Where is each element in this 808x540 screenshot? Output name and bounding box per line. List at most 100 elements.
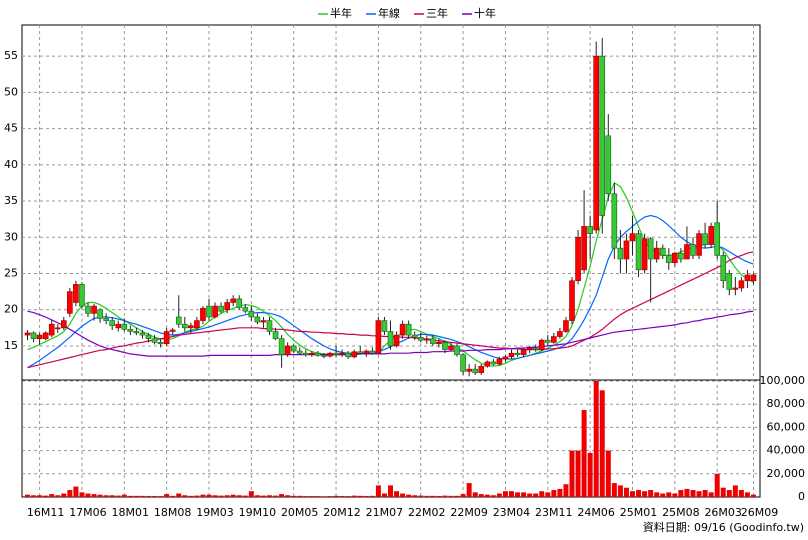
y-tick-label: 35 xyxy=(4,194,18,207)
volume-bar xyxy=(738,490,744,497)
candle-body xyxy=(684,244,690,260)
candle-body xyxy=(569,280,575,321)
volume-bar xyxy=(527,493,533,497)
x-tick-label: 22M02 xyxy=(408,506,446,519)
volume-bar xyxy=(442,495,448,497)
candle-body xyxy=(411,334,418,338)
candle-body xyxy=(157,342,164,345)
candle-body xyxy=(381,320,388,332)
volume-bar xyxy=(212,495,218,497)
y-tick-label: 45 xyxy=(4,122,18,135)
volume-bar xyxy=(146,495,151,497)
volume-bar xyxy=(726,490,732,497)
volume-bar xyxy=(25,494,30,497)
x-tick-label: 20M12 xyxy=(323,506,361,519)
candle-body xyxy=(115,323,122,329)
volume-bar xyxy=(164,494,170,497)
volume-bar xyxy=(751,494,756,497)
candle-body xyxy=(472,368,479,374)
volume-bar xyxy=(121,494,127,497)
volume-bar xyxy=(660,493,666,497)
candle-body xyxy=(224,302,230,311)
candle-body xyxy=(478,365,485,374)
candle-body xyxy=(442,342,448,350)
volume-bar xyxy=(224,495,230,497)
candle-body xyxy=(526,347,533,350)
candle-body xyxy=(393,334,400,347)
volume-bar xyxy=(279,494,285,497)
x-tick-label: 23M04 xyxy=(493,506,531,519)
volume-bar xyxy=(702,490,708,497)
volume-bar xyxy=(557,488,563,497)
candle-body xyxy=(206,305,212,318)
candle-body xyxy=(315,352,321,356)
candle-body xyxy=(236,298,243,308)
ma-line xyxy=(27,310,754,357)
volume-bar xyxy=(248,491,254,497)
candle-body xyxy=(750,274,757,282)
volume-bar xyxy=(533,493,539,497)
volume-bar xyxy=(648,490,654,497)
candle-body xyxy=(557,331,563,337)
volume-bar xyxy=(666,492,672,497)
volume-bar xyxy=(599,390,605,497)
volume-bar xyxy=(133,495,139,497)
plot-frame xyxy=(21,24,761,498)
candle-body xyxy=(163,331,170,345)
volume-bar xyxy=(139,495,145,497)
candle-body xyxy=(744,274,751,282)
candle-body xyxy=(659,247,666,256)
footnote: 資料日期: 09/16 (Goodinfo.tw) xyxy=(643,520,804,534)
candle-body xyxy=(623,240,630,260)
candle-body xyxy=(538,339,545,350)
candle-body xyxy=(290,345,297,352)
x-tick-label: 18M08 xyxy=(154,506,192,519)
volume-bar xyxy=(363,495,369,497)
y-tick-label: 15 xyxy=(4,339,18,352)
candle-body xyxy=(405,323,412,336)
volume-bar xyxy=(333,495,339,497)
volume-bar xyxy=(545,492,551,497)
candle-body xyxy=(169,329,176,332)
volume-bar xyxy=(73,486,79,497)
volume-bar xyxy=(678,490,684,497)
candle-body xyxy=(696,233,702,256)
volume-bar xyxy=(381,493,387,497)
candle-body xyxy=(357,351,364,354)
candle-body xyxy=(218,305,224,312)
volume-bar xyxy=(206,494,212,497)
candle-body xyxy=(109,320,115,326)
volume-bar xyxy=(200,494,206,497)
candle-body xyxy=(484,361,491,367)
volume-bar xyxy=(394,491,400,497)
candle-body xyxy=(60,320,67,329)
candle-body xyxy=(599,55,606,216)
volume-bar xyxy=(357,495,363,497)
volume-bar xyxy=(351,495,357,497)
volume-bar xyxy=(345,496,351,497)
candle-body xyxy=(351,351,358,358)
volume-bar xyxy=(55,495,61,497)
volume-bar xyxy=(575,450,581,497)
volume-bar xyxy=(714,473,720,497)
volume-bar xyxy=(67,490,73,497)
volume-bar xyxy=(31,495,37,497)
volume-bar xyxy=(654,492,660,497)
x-tick-label: 25M01 xyxy=(620,506,658,519)
candle-body xyxy=(738,280,745,289)
volume-bar xyxy=(170,495,176,497)
candle-body xyxy=(423,338,430,341)
candle-body xyxy=(635,233,642,271)
candle-body xyxy=(321,355,327,357)
candle-body xyxy=(36,334,43,340)
candle-body xyxy=(369,350,376,354)
volume-bar xyxy=(551,490,557,497)
x-tick-label: 25M08 xyxy=(662,506,700,519)
candle-body xyxy=(212,305,218,318)
volume-bar xyxy=(696,491,702,497)
volume-bar xyxy=(236,495,242,497)
candle-body xyxy=(296,350,303,354)
y-tick-label: 50 xyxy=(4,85,18,98)
candle-body xyxy=(194,320,200,329)
volume-bar xyxy=(563,484,569,497)
